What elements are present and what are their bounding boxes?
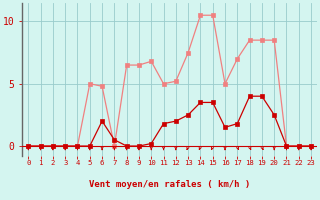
X-axis label: Vent moyen/en rafales ( km/h ): Vent moyen/en rafales ( km/h ) — [89, 180, 250, 189]
